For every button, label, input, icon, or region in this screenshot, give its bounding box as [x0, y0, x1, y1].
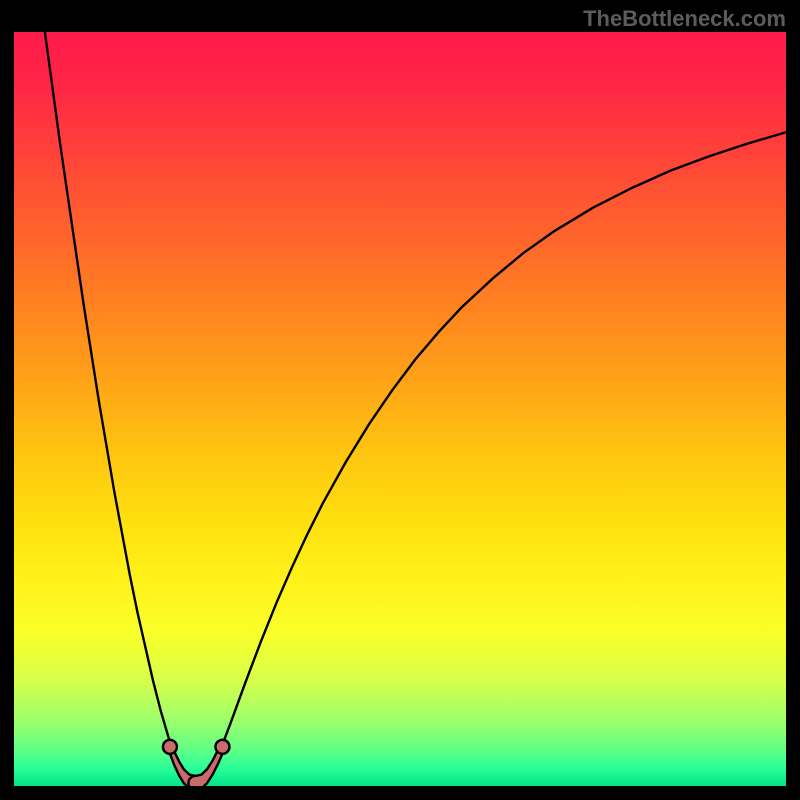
- chart-frame: [14, 32, 786, 786]
- curve-svg: [14, 32, 786, 786]
- attribution-text: TheBottleneck.com: [583, 6, 786, 32]
- valley-dot: [163, 740, 177, 754]
- plot-area: [14, 32, 786, 786]
- valley-overlay: [163, 740, 230, 786]
- bottleneck-curve: [45, 32, 786, 782]
- valley-dot: [215, 740, 229, 754]
